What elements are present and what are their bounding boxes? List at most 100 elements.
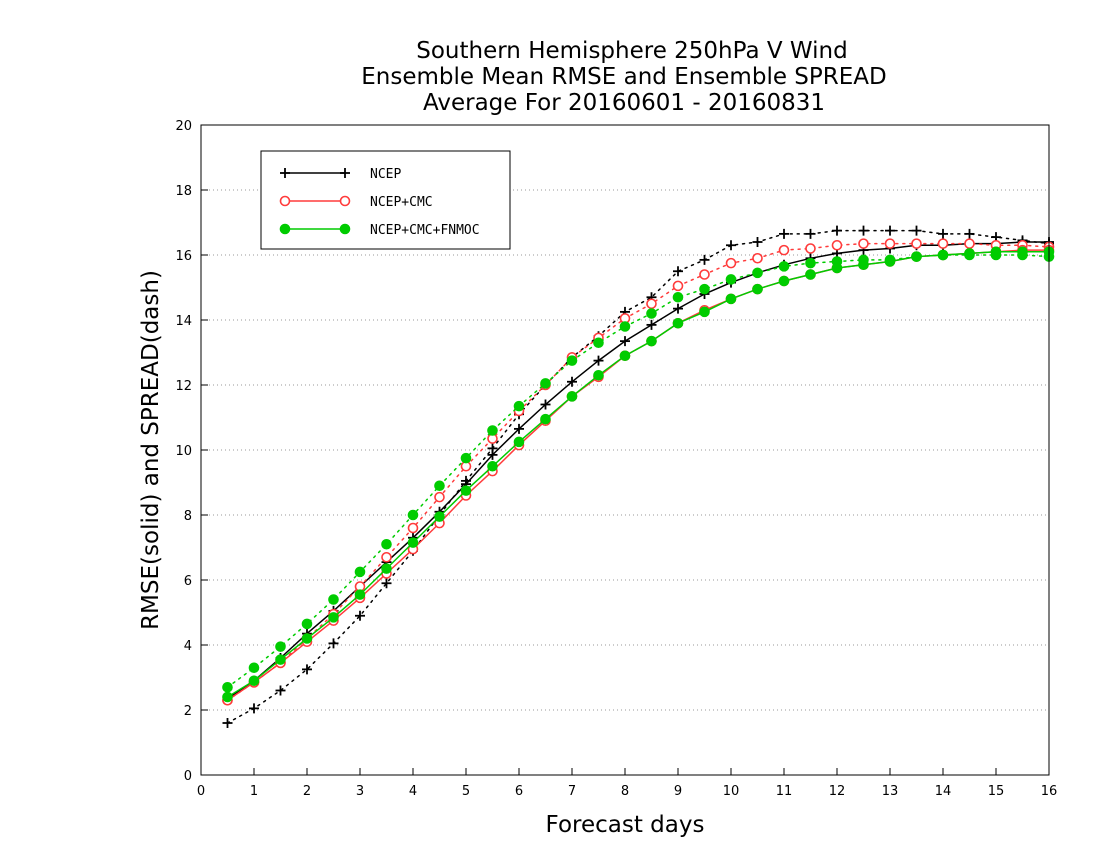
y-axis-label: RMSE(solid) and SPREAD(dash) (138, 270, 164, 630)
ncep-cmc-fnmoc-rmse-dot-marker (884, 256, 896, 267)
ncep-spread-plus-marker (832, 225, 842, 236)
ncep-cmc-fnmoc-rmse-dot-marker (407, 537, 419, 548)
ncep-cmc-fnmoc-rmse-dot-marker (354, 589, 366, 600)
legend-label: NCEP+CMC+FNMOC (370, 223, 480, 238)
ncep-cmc-spread-circle-marker (937, 238, 949, 249)
x-tick-label: 13 (882, 784, 899, 799)
ncep-cmc-fnmoc-rmse-line (227, 251, 1049, 698)
ncep-cmc-fnmoc-spread-dot-marker (752, 267, 763, 279)
x-axis-label: Forecast days (546, 812, 705, 838)
ncep-rmse-plus-marker (620, 336, 630, 347)
y-tick-label: 16 (175, 249, 192, 264)
ncep-spread-line (226, 229, 1050, 724)
ncep-cmc-fnmoc-spread-dot-marker (513, 400, 525, 412)
ncep-cmc-fnmoc-rmse-dot-marker (222, 691, 233, 703)
legend-ncep-end-plus-marker (340, 168, 350, 178)
ncep-cmc-fnmoc-rmse-dot-marker (593, 369, 604, 381)
ncep-cmc-spread-circle-marker (672, 280, 684, 292)
y-tick-label: 14 (175, 314, 192, 329)
ncep-cmc-fnmoc-spread-line (226, 254, 1050, 689)
ncep-spread-plus-marker (726, 240, 736, 251)
ncep-spread-plus-marker (355, 610, 365, 621)
y-tick-label: 0 (184, 769, 192, 784)
ncep-cmc-fnmoc-rmse-dot-marker (301, 633, 313, 644)
legend-ncep-start-plus-marker (280, 168, 290, 178)
ncep-cmc-fnmoc-spread-dot-marker (778, 261, 790, 272)
ncep-cmc-spread-circle-marker (752, 252, 763, 264)
ncep-cmc-fnmoc-rmse-dot-marker (725, 293, 737, 305)
ncep-cmc-spread-circle-marker (381, 551, 392, 563)
x-tick-label: 2 (303, 784, 311, 799)
ncep-cmc-spread-circle-marker (831, 239, 843, 251)
series-ncep (222, 225, 1054, 728)
x-tick-label: 14 (935, 784, 952, 799)
ncep-cmc-fnmoc-rmse-dot-marker (964, 248, 975, 259)
ncep-cmc-fnmoc-rmse-dot-marker (858, 259, 869, 271)
ncep-cmc-fnmoc-spread-dot-marker (540, 378, 551, 389)
ncep-cmc-fnmoc-spread-dot-marker (566, 355, 578, 366)
legend-item-ncep-cmc: NCEP+CMC (279, 195, 433, 210)
legend-ncep-cmc-fnmoc-end-dot-marker (339, 223, 351, 235)
ncep-rmse-plus-marker (487, 449, 498, 460)
ncep-cmc-fnmoc-spread-dot-marker (725, 274, 737, 285)
ncep-cmc-fnmoc-spread-dot-marker (275, 641, 286, 652)
legend-ncep-cmc-start-circle-marker (279, 195, 291, 207)
chart-title-line-1: Southern Hemisphere 250hPa V Wind (416, 38, 847, 64)
ncep-cmc-fnmoc-spread-dot-marker (805, 257, 816, 269)
legend: NCEP NCEP+CMC NCEP+CMC+FNMOC (260, 150, 511, 250)
ncep-spread-plus-marker (938, 228, 948, 239)
ncep-cmc-spread-circle-marker (725, 257, 737, 269)
ncep-rmse-plus-marker (540, 399, 551, 410)
ncep-cmc-fnmoc-rmse-dot-marker (540, 413, 551, 425)
ncep-cmc-fnmoc-rmse-dot-marker (460, 485, 472, 496)
ncep-cmc-fnmoc-rmse-dot-marker (1017, 246, 1028, 258)
ncep-cmc-fnmoc-spread-dot-marker (699, 283, 710, 295)
x-tick-label: 3 (356, 784, 364, 799)
ncep-cmc-fnmoc-spread-dot-marker (593, 337, 604, 349)
x-tick-label: 0 (197, 784, 205, 799)
ncep-spread-plus-marker (328, 638, 339, 649)
gridlines (201, 189, 1049, 711)
ncep-spread-plus-marker (222, 718, 233, 728)
ncep-cmc-fnmoc-rmse-dot-marker (566, 391, 578, 402)
y-tick-label: 6 (184, 574, 192, 589)
ncep-cmc-spread-circle-marker (434, 491, 445, 503)
series-layer (222, 225, 1055, 728)
series-ncep-cmc-fnmoc (222, 246, 1055, 703)
legend-item-ncep: NCEP (280, 167, 401, 182)
ncep-spread-plus-marker (779, 228, 789, 239)
ncep-cmc-fnmoc-spread-dot-marker (301, 618, 313, 630)
x-tick-label: 7 (568, 784, 576, 799)
ncep-cmc-fnmoc-rmse-dot-marker (275, 654, 286, 665)
legend-label: NCEP+CMC (370, 195, 433, 210)
legend-ncep-cmc-fnmoc-start-dot-marker (279, 223, 291, 235)
y-tick-label: 4 (184, 639, 192, 654)
ncep-cmc-fnmoc-rmse-dot-marker (990, 246, 1002, 258)
ncep-rmse-plus-marker (673, 303, 683, 314)
x-tick-label: 5 (462, 784, 470, 799)
ncep-cmc-fnmoc-spread-dot-marker (354, 566, 366, 578)
ncep-spread-plus-marker (858, 225, 869, 236)
series-ncep-cmc (222, 238, 1055, 706)
ncep-cmc-spread-circle-marker (778, 244, 790, 256)
ncep-cmc-spread-circle-marker (858, 238, 869, 249)
ncep-cmc-fnmoc-spread-dot-marker (381, 538, 392, 550)
legend-box (260, 150, 511, 250)
ncep-cmc-fnmoc-rmse-dot-marker (937, 249, 949, 261)
ncep-spread-plus-marker (381, 578, 392, 589)
x-tick-label: 9 (674, 784, 682, 799)
y-tick-label: 12 (175, 379, 192, 394)
ncep-cmc-fnmoc-rmse-dot-marker (805, 269, 816, 280)
ncep-cmc-fnmoc-rmse-dot-marker (619, 350, 631, 362)
x-tick-label: 12 (829, 784, 846, 799)
ncep-cmc-spread-circle-marker (646, 298, 657, 310)
ncep-cmc-fnmoc-spread-dot-marker (672, 291, 684, 303)
ncep-spread-plus-marker (699, 254, 710, 265)
ncep-cmc-fnmoc-rmse-dot-marker (487, 460, 498, 472)
ncep-spread-plus-marker (752, 237, 763, 247)
ncep-cmc-fnmoc-rmse-dot-marker (646, 335, 657, 347)
x-tick-label: 16 (1041, 784, 1058, 799)
ncep-spread-plus-marker (964, 228, 975, 239)
